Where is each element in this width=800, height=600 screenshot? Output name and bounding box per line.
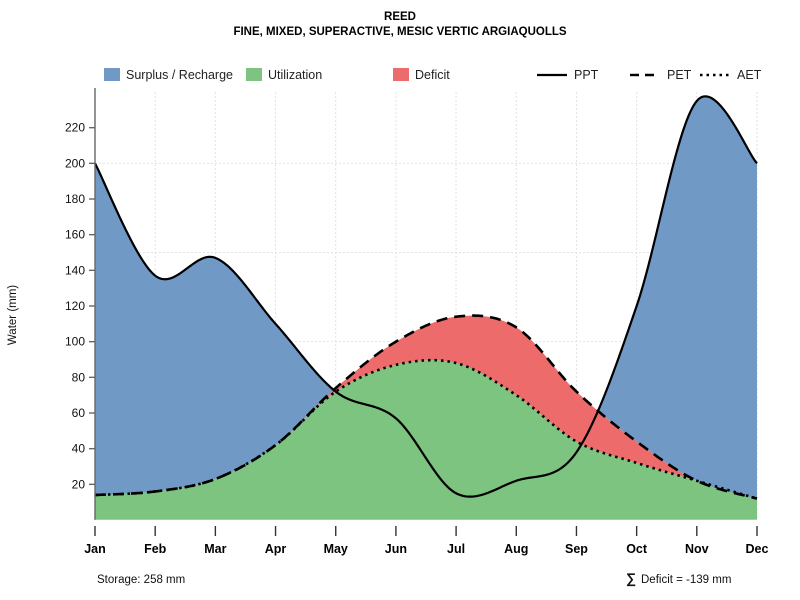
x-tick-label-jul: Jul xyxy=(447,542,465,556)
y-axis-ticks: 20 40 60 80 100 120 140 160 180 200 220 xyxy=(65,121,95,491)
x-tick-label-nov: Nov xyxy=(685,542,709,556)
series-line-aet xyxy=(94,358,758,500)
y-tick-label: 200 xyxy=(65,156,85,170)
legend-label-utilization: Utilization xyxy=(268,68,322,82)
legend-swatch-deficit xyxy=(393,68,409,81)
x-tick-label-jun: Jun xyxy=(385,542,407,556)
chart-subtitle: FINE, MIXED, SUPERACTIVE, MESIC VERTIC A… xyxy=(233,26,566,38)
y-tick-label: 40 xyxy=(72,442,86,456)
x-tick-label-may: May xyxy=(324,542,348,556)
x-tick-label-sep: Sep xyxy=(565,542,588,556)
x-tick-label-apr: Apr xyxy=(265,542,287,556)
y-axis-label: Water (mm) xyxy=(7,285,19,345)
y-tick-label: 140 xyxy=(65,263,85,277)
storage-annotation: Storage: 258 mm xyxy=(97,574,185,586)
x-tick-label-oct: Oct xyxy=(626,542,648,556)
y-tick-label: 160 xyxy=(65,228,85,242)
area-bands xyxy=(95,96,757,520)
x-tick-label-aug: Aug xyxy=(504,542,528,556)
legend-label-surplus: Surplus / Recharge xyxy=(126,68,233,82)
chart-title: REED xyxy=(384,11,416,23)
y-tick-label: 100 xyxy=(65,335,85,349)
deficit-annotation: Deficit = -139 mm xyxy=(641,574,731,586)
series-lines xyxy=(94,95,758,500)
legend-swatch-utilization xyxy=(246,68,262,81)
y-tick-label: 220 xyxy=(65,121,85,135)
y-tick-label: 20 xyxy=(72,477,86,491)
sigma-symbol: ∑ xyxy=(626,570,636,587)
y-tick-label: 80 xyxy=(72,370,86,384)
x-tick-label-mar: Mar xyxy=(204,542,226,556)
legend-label-aet: AET xyxy=(737,68,762,82)
chart-legend: Surplus / Recharge Utilization Deficit P… xyxy=(104,68,762,82)
y-tick-label: 120 xyxy=(65,299,85,313)
legend-label-deficit: Deficit xyxy=(415,68,450,82)
x-axis-ticks: Jan Feb Mar Apr May Jun Jul Aug Sep Oct Nov Dec xyxy=(84,526,769,556)
x-tick-label-jan: Jan xyxy=(84,542,106,556)
legend-label-ppt: PPT xyxy=(574,68,599,82)
x-tick-label-feb: Feb xyxy=(144,542,167,556)
x-tick-label-dec: Dec xyxy=(746,542,769,556)
legend-label-pet: PET xyxy=(667,68,692,82)
legend-swatch-surplus xyxy=(104,68,120,81)
y-tick-label: 60 xyxy=(72,406,86,420)
y-tick-label: 180 xyxy=(65,192,85,206)
series-line-ppt xyxy=(94,95,758,498)
